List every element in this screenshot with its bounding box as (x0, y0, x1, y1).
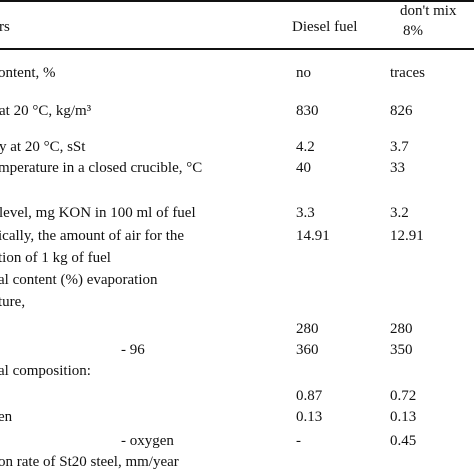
diesel-value: 4.2 (296, 139, 315, 155)
header-rule (0, 48, 474, 50)
mix-value: 826 (390, 103, 413, 119)
mix-value: 33 (390, 160, 405, 176)
diesel-value: 0.87 (296, 388, 323, 404)
row-label: ontent, % (0, 65, 56, 81)
diesel-value: 830 (296, 103, 319, 119)
diesel-value: 3.3 (296, 205, 315, 221)
row-label: at 20 °C, kg/m³ (0, 103, 92, 119)
header-col-parameters: rs (0, 19, 10, 35)
diesel-value: 40 (296, 160, 311, 176)
mix-value: traces (390, 65, 425, 81)
row-label: - 96 (121, 342, 145, 358)
header-col-mix-line1: don't mix (400, 3, 457, 19)
mix-value: 0.45 (390, 433, 417, 449)
mix-value: 12.91 (390, 228, 424, 244)
row-label: on rate of St20 steel, mm/year (0, 454, 179, 470)
mix-value: 3.2 (390, 205, 409, 221)
mix-value: 350 (390, 342, 413, 358)
row-label: y at 20 °C, sSt (0, 139, 86, 155)
row-label: al composition: (0, 363, 91, 379)
diesel-value: 14.91 (296, 228, 330, 244)
row-label: tion of 1 kg of fuel (0, 250, 111, 266)
row-label: en (0, 409, 13, 425)
mix-value: 3.7 (390, 139, 409, 155)
row-label: - oxygen (121, 433, 174, 449)
header-col-diesel: Diesel fuel (292, 19, 358, 35)
diesel-value: no (296, 65, 311, 81)
header-col-mix-line2: 8% (403, 23, 423, 39)
row-label: al content (%) evaporation (0, 272, 158, 288)
top-rule (0, 0, 474, 2)
row-label: mperature in a closed crucible, °C (0, 160, 203, 176)
diesel-value: 0.13 (296, 409, 323, 425)
diesel-value: - (296, 433, 301, 449)
row-label: ture, (0, 294, 26, 310)
diesel-value: 280 (296, 321, 319, 337)
mix-value: 0.13 (390, 409, 417, 425)
mix-value: 280 (390, 321, 413, 337)
mix-value: 0.72 (390, 388, 417, 404)
row-label: ically, the amount of air for the (0, 228, 185, 244)
row-label: level, mg KON in 100 ml of fuel (0, 205, 196, 221)
diesel-value: 360 (296, 342, 319, 358)
